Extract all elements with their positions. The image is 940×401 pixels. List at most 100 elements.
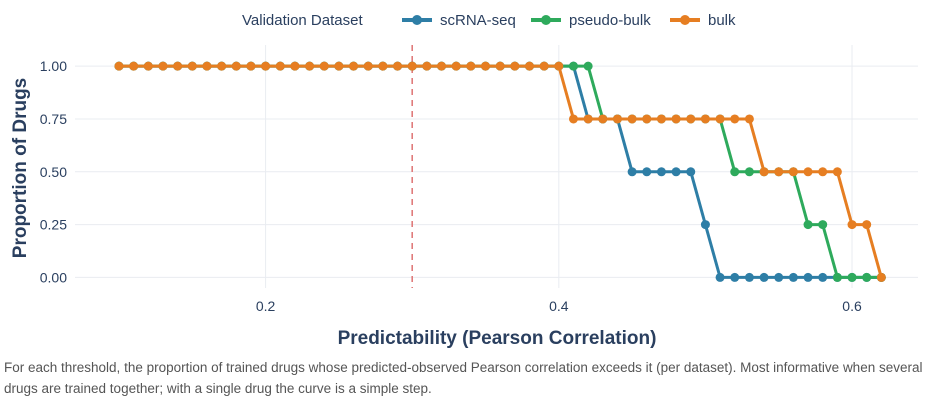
legend-label: pseudo-bulk bbox=[569, 12, 651, 29]
legend-item: bulk bbox=[670, 12, 736, 29]
data-point bbox=[744, 272, 754, 282]
data-point bbox=[642, 167, 652, 177]
series-bulk bbox=[114, 61, 886, 282]
data-point bbox=[129, 61, 139, 71]
data-point bbox=[788, 167, 798, 177]
y-axis-ticks: 0.00 0.25 0.50 0.75 1.00 bbox=[40, 58, 67, 285]
data-point bbox=[730, 272, 740, 282]
data-point bbox=[158, 61, 168, 71]
chart: 0.00 0.25 0.50 0.75 1.00 0.2 0.4 0.6 Predictab… bbox=[10, 12, 918, 349]
data-point bbox=[481, 61, 491, 71]
data-point bbox=[173, 61, 183, 71]
y-tick-label: 0.25 bbox=[40, 217, 67, 233]
data-point bbox=[612, 114, 622, 124]
data-point bbox=[788, 272, 798, 282]
data-point bbox=[451, 61, 461, 71]
data-point bbox=[495, 61, 505, 71]
data-point bbox=[876, 272, 886, 282]
data-point bbox=[671, 167, 681, 177]
data-point bbox=[818, 167, 828, 177]
x-axis-ticks: 0.2 0.4 0.6 bbox=[256, 298, 862, 314]
data-point bbox=[832, 167, 842, 177]
data-point bbox=[568, 114, 578, 124]
data-point bbox=[730, 167, 740, 177]
data-point bbox=[656, 167, 666, 177]
x-tick-label: 0.2 bbox=[256, 298, 276, 314]
y-tick-label: 0.00 bbox=[40, 269, 67, 285]
data-point bbox=[847, 272, 857, 282]
data-point bbox=[671, 114, 681, 124]
data-point bbox=[730, 114, 740, 124]
plot-area bbox=[75, 45, 918, 288]
data-point bbox=[363, 61, 373, 71]
data-point bbox=[862, 272, 872, 282]
data-point bbox=[275, 61, 285, 71]
legend: Validation Dataset scRNA-seq pseudo-bulk b… bbox=[242, 12, 736, 29]
data-point bbox=[744, 167, 754, 177]
legend-swatch-marker bbox=[680, 15, 690, 25]
legend-item: pseudo-bulk bbox=[531, 12, 651, 29]
data-point bbox=[700, 220, 710, 230]
data-point bbox=[378, 61, 388, 71]
series-layer bbox=[114, 61, 886, 282]
data-point bbox=[349, 61, 359, 71]
data-point bbox=[393, 61, 403, 71]
data-point bbox=[774, 272, 784, 282]
legend-label: bulk bbox=[708, 12, 736, 29]
x-axis-title: Predictability (Pearson Correlation) bbox=[338, 328, 657, 349]
data-point bbox=[466, 61, 476, 71]
data-point bbox=[583, 114, 593, 124]
y-axis-title: Proportion of Drugs bbox=[10, 78, 31, 258]
data-point bbox=[202, 61, 212, 71]
data-point bbox=[803, 167, 813, 177]
data-point bbox=[143, 61, 153, 71]
data-point bbox=[642, 114, 652, 124]
data-point bbox=[583, 61, 593, 71]
data-point bbox=[261, 61, 271, 71]
data-point bbox=[715, 114, 725, 124]
data-point bbox=[803, 220, 813, 230]
x-tick-label: 0.6 bbox=[842, 298, 862, 314]
data-point bbox=[847, 220, 857, 230]
data-point bbox=[114, 61, 124, 71]
data-point bbox=[568, 61, 578, 71]
data-point bbox=[627, 167, 637, 177]
data-point bbox=[422, 61, 432, 71]
data-point bbox=[305, 61, 315, 71]
data-point bbox=[774, 167, 784, 177]
data-point bbox=[656, 114, 666, 124]
data-point bbox=[715, 272, 725, 282]
data-point bbox=[524, 61, 534, 71]
data-point bbox=[187, 61, 197, 71]
data-point bbox=[539, 61, 549, 71]
data-point bbox=[554, 61, 564, 71]
data-point bbox=[246, 61, 256, 71]
y-tick-label: 1.00 bbox=[40, 58, 67, 74]
legend-title: Validation Dataset bbox=[242, 12, 363, 29]
legend-swatch-marker bbox=[541, 15, 551, 25]
data-point bbox=[510, 61, 520, 71]
chart-caption: For each threshold, the proportion of tr… bbox=[4, 360, 923, 396]
data-point bbox=[217, 61, 227, 71]
data-point bbox=[231, 61, 241, 71]
data-point bbox=[832, 272, 842, 282]
data-point bbox=[700, 114, 710, 124]
data-point bbox=[803, 272, 813, 282]
legend-item: scRNA-seq bbox=[402, 12, 516, 29]
legend-swatch-marker bbox=[412, 15, 422, 25]
data-point bbox=[818, 272, 828, 282]
data-point bbox=[319, 61, 329, 71]
data-point bbox=[759, 272, 769, 282]
y-tick-label: 0.75 bbox=[40, 111, 67, 127]
data-point bbox=[334, 61, 344, 71]
data-point bbox=[437, 61, 447, 71]
y-tick-label: 0.50 bbox=[40, 164, 67, 180]
data-point bbox=[744, 114, 754, 124]
data-point bbox=[407, 61, 417, 71]
data-point bbox=[290, 61, 300, 71]
data-point bbox=[598, 114, 608, 124]
data-point bbox=[862, 220, 872, 230]
x-tick-label: 0.4 bbox=[549, 298, 569, 314]
data-point bbox=[686, 167, 696, 177]
data-point bbox=[627, 114, 637, 124]
